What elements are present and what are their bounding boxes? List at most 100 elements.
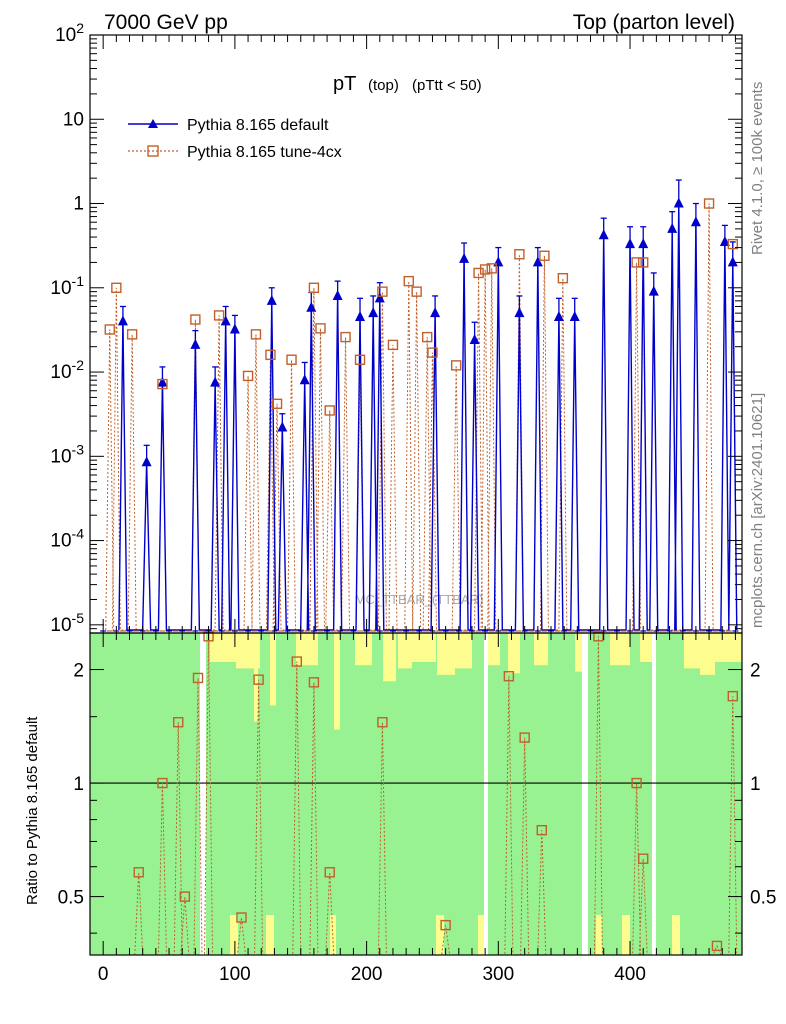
ratio-band-2sigma-bottom (436, 915, 444, 955)
ratio-band-2sigma-bottom (672, 915, 680, 955)
ratio-data-point (711, 940, 723, 952)
data-point-tune (340, 331, 351, 343)
data-point-default (299, 374, 310, 385)
data-point-default (117, 315, 128, 326)
data-point-default (190, 338, 201, 349)
ratio-band-gap (582, 633, 588, 955)
ratio-data-point (253, 674, 264, 685)
data-point-default (493, 256, 504, 267)
legend: Pythia 8.165 default Pythia 8.165 tune-4… (128, 117, 342, 161)
ratio-y-axis-label: Ratio to Pythia 8.165 default (24, 716, 41, 905)
series-tune-line (105, 203, 738, 631)
data-point-tune (213, 310, 225, 321)
ratio-band-2sigma-top (270, 633, 276, 706)
data-point-tune (104, 324, 115, 335)
data-point-tune (126, 329, 138, 340)
ratio-band-gap (652, 633, 656, 955)
header-right: Top (parton level) (573, 11, 735, 34)
data-point-tune (111, 282, 122, 293)
data-point-tune (250, 329, 262, 340)
ratio-y-tick-label: 0.5 (58, 888, 84, 909)
data-point-tune (557, 272, 569, 284)
header-left: 7000 GeV pp (104, 11, 228, 34)
data-point-tune (324, 405, 335, 416)
ratio-band-2sigma-top (210, 633, 236, 662)
ratio-band-2sigma-top (508, 633, 520, 674)
ratio-band-2sigma-bottom (622, 915, 630, 955)
legend-tune-marker (147, 145, 159, 157)
ratio-band-2sigma-top (254, 633, 258, 722)
ratio-band-2sigma-top (715, 633, 742, 662)
ratio-uncertainty-bands (90, 633, 742, 955)
ratio-band-2sigma-top (334, 633, 340, 730)
data-point-tune (473, 267, 484, 279)
ratio-band-2sigma-top (684, 633, 700, 669)
ratio-data-point (291, 656, 302, 667)
x-tick-label: 0 (98, 964, 109, 985)
series-default-line (118, 203, 738, 631)
data-point-default (430, 307, 441, 318)
data-point-default (220, 315, 231, 326)
side-text-rivet: Rivet 4.1.0, ≥ 100k events (749, 82, 766, 255)
ratio-band-2sigma-top (383, 633, 396, 682)
ratio-data-point (179, 891, 191, 902)
data-point-default (459, 252, 470, 263)
y-tick-label: 10-3 (50, 441, 84, 467)
data-point-default (598, 229, 609, 240)
ratio-data-point (192, 672, 204, 684)
watermark: MC_TTBAR_(TTBAR) (355, 592, 484, 607)
data-point-tune (190, 314, 201, 325)
ratio-y-tick-label-right: 2 (750, 661, 761, 682)
data-point-tune (703, 198, 715, 209)
legend-default-label: Pythia 8.165 default (187, 117, 329, 134)
data-point-tune (421, 331, 433, 343)
ratio-data-point (236, 912, 247, 923)
ratio-band-2sigma-bottom (596, 915, 602, 955)
series-layer (100, 179, 739, 956)
ratio-band-2sigma-top (398, 633, 412, 669)
data-point-default (210, 376, 221, 387)
ratio-data-point (133, 867, 144, 878)
ratio-data-point (308, 677, 320, 688)
ratio-band-2sigma-top (488, 633, 500, 666)
ratio-band-2sigma-top (437, 633, 455, 675)
y-tick-label: 10-5 (50, 610, 84, 636)
data-point-tune (539, 250, 550, 261)
legend-default-marker (148, 119, 158, 128)
data-point-default (625, 238, 636, 249)
x-tick-label: 200 (351, 964, 383, 985)
y-tick-label: 10-2 (50, 357, 84, 383)
data-point-default (157, 376, 168, 387)
ratio-y-tick-label-right: 0.5 (750, 888, 776, 909)
plot-title-main: pT (333, 73, 356, 95)
data-point-tune (403, 275, 414, 287)
ratio-band-1sigma (90, 633, 742, 955)
data-point-tune (514, 249, 525, 260)
data-point-tune (387, 339, 399, 351)
ratio-band-2sigma-top (455, 633, 472, 669)
ratio-data-point (503, 671, 515, 682)
data-point-tune (242, 370, 254, 382)
data-point-tune (286, 354, 297, 365)
data-point-default (648, 285, 659, 296)
ratio-data-point (536, 824, 547, 836)
data-point-default (368, 307, 379, 318)
data-point-default (514, 307, 525, 318)
ratio-data-point (593, 631, 604, 642)
data-point-default (469, 334, 480, 345)
ratio-data-point (324, 867, 335, 878)
ratio-y-tick-label-right: 1 (750, 774, 761, 795)
data-point-default (532, 256, 543, 267)
data-point-default (374, 292, 385, 303)
data-point-tune (157, 378, 168, 390)
data-point-tune (315, 323, 326, 334)
y-tick-label: 10-1 (50, 273, 84, 299)
ratio-data-point (157, 777, 168, 789)
plot-title-sub: (top) (368, 77, 399, 94)
y-tick-label: 102 (55, 20, 84, 46)
ratio-band-2sigma-top (534, 633, 548, 666)
data-point-default (667, 222, 678, 233)
ratio-band-2sigma-top (296, 633, 318, 666)
data-point-tune (411, 286, 422, 297)
